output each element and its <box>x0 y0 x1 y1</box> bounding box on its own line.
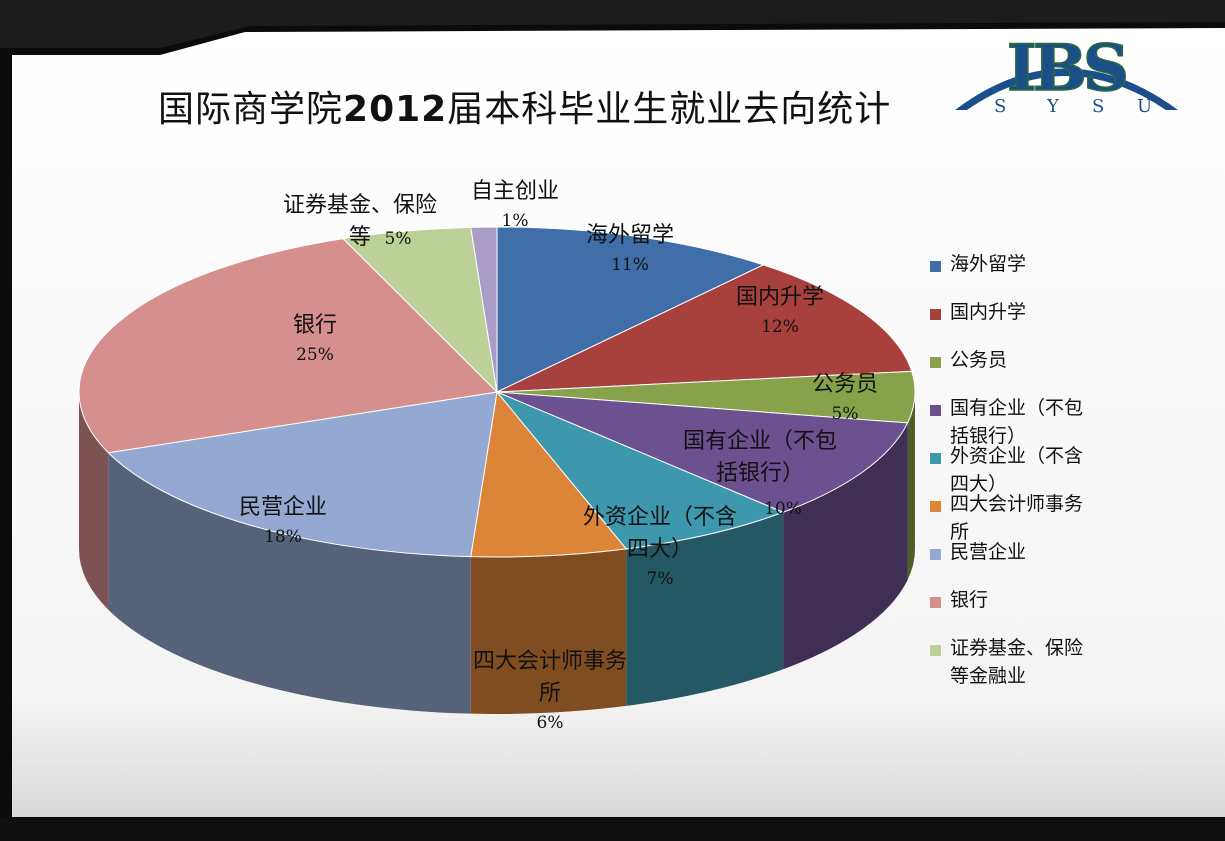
legend-swatch <box>930 405 941 416</box>
ibs-sysu-logo: IBS S Y S U <box>950 22 1182 121</box>
logo-sub-letter: U <box>1137 96 1152 117</box>
pie-slice-5 <box>470 390 628 558</box>
slice-percent: 25% <box>296 345 334 365</box>
slice-percent: 5% <box>831 404 859 424</box>
legend-item: 银行 <box>930 584 1130 632</box>
slice-name: 自主创业 <box>470 179 559 204</box>
slice-label-zizhuchuangye: 自主创业 1% <box>445 176 585 234</box>
legend-item: 民营企业 <box>930 536 1130 584</box>
pie-slice-1 <box>496 264 913 393</box>
slice-percent: 12% <box>761 317 799 337</box>
logo-sub-letter: S <box>1092 96 1104 117</box>
slice-name-line2: 所 <box>538 681 561 706</box>
slice-label-guoyouqiye: 国有企业（不包 括银行） 10% <box>660 426 860 519</box>
pie-side-2 <box>907 392 915 580</box>
slice-name: 国有企业（不包 <box>682 429 837 454</box>
slice-label-yinhang: 银行 25% <box>255 310 375 368</box>
legend-item: 国内升学 <box>930 296 1130 344</box>
slice-label-waiziqiye: 外资企业（不含 四大） 7% <box>560 502 760 592</box>
legend-label: 银行 <box>950 589 989 611</box>
pie-slice-9 <box>470 226 498 393</box>
slice-name: 民营企业 <box>238 495 327 520</box>
legend-swatch <box>930 309 941 320</box>
slice-percent: 6% <box>536 713 564 733</box>
legend-item: 外资企业（不含 四大） <box>930 440 1130 495</box>
slice-label-zhengquan: 证券基金、保险 等 5% <box>255 190 465 254</box>
slice-percent: 18% <box>264 527 302 547</box>
legend-label: 国内升学 <box>950 301 1027 323</box>
slice-label-sidakuaiji: 四大会计师事务 所 6% <box>450 646 650 736</box>
logo-sub-letter: Y <box>1046 96 1060 117</box>
legend-swatch <box>930 453 941 464</box>
slice-percent: 5% <box>384 229 412 249</box>
slice-name: 四大会计师事务 <box>472 649 627 674</box>
pie-slice-4 <box>496 391 785 550</box>
slice-name: 公务员 <box>811 372 878 397</box>
pie-side-walls <box>79 392 915 715</box>
page-title: 国际商学院2012届本科毕业生就业去向统计 <box>158 80 891 132</box>
pie-side-5 <box>470 548 627 715</box>
slice-name: 外资企业（不含 <box>582 505 737 530</box>
legend-label: 海外留学 <box>950 253 1027 275</box>
title-year: 2012 <box>343 89 448 130</box>
slice-name: 银行 <box>292 313 337 338</box>
slice-label-gongwuyuan: 公务员 5% <box>785 369 905 427</box>
legend-swatch <box>930 357 941 368</box>
logo-letters: IBS <box>1007 31 1126 106</box>
pie-side-7 <box>79 392 109 610</box>
pie-side-3 <box>783 422 908 670</box>
pie-top-faces <box>78 226 916 558</box>
legend-swatch <box>930 261 941 272</box>
slice-name-line2: 等 <box>348 225 371 250</box>
pie-side-4 <box>626 512 784 706</box>
pie-slice-6 <box>107 391 498 558</box>
legend-label: 国有企业（不包 括银行） <box>950 397 1084 447</box>
slice-percent: 7% <box>646 569 674 589</box>
slice-label-guoneishengxue: 国内升学 12% <box>710 282 850 340</box>
legend-item: 证券基金、保险 等金融业 <box>930 632 1130 687</box>
slice-percent: 11% <box>611 255 649 275</box>
pie-slice-7 <box>78 238 499 454</box>
legend-swatch <box>930 645 941 656</box>
slice-percent: 1% <box>501 211 529 231</box>
logo-sub-letter: S <box>994 96 1006 117</box>
title-rest: 届本科毕业生就业去向统计 <box>447 89 892 130</box>
ibs-logo-graphic: IBS S Y S U <box>955 30 1178 117</box>
legend-item: 公务员 <box>930 344 1130 392</box>
slice-percent: 10% <box>764 499 802 519</box>
legend-swatch <box>930 597 941 608</box>
slice-name: 证券基金、保险 <box>282 193 437 218</box>
legend-item: 四大会计师事务所 <box>930 488 1130 543</box>
legend-item: 国有企业（不包 括银行） <box>930 392 1130 447</box>
legend-label: 民营企业 <box>950 541 1027 563</box>
slice-label-minyingqiye: 民营企业 18% <box>213 492 353 550</box>
legend-swatch <box>930 549 941 560</box>
slice-name-line2: 括银行） <box>715 461 804 486</box>
slice-name: 海外留学 <box>585 223 674 248</box>
title-main: 国际商学院 <box>158 89 344 130</box>
legend-label: 证券基金、保险 等金融业 <box>950 637 1084 687</box>
legend-label: 外资企业（不含 四大） <box>950 445 1084 495</box>
legend-label: 四大会计师事务所 <box>950 493 1084 543</box>
slice-name: 国内升学 <box>735 285 824 310</box>
slice-name-line2: 四大） <box>626 537 693 562</box>
legend-item: 海外留学 <box>930 248 1130 296</box>
slice-label-haiwailiuxue: 海外留学 11% <box>560 220 700 278</box>
pie-slice-3 <box>496 391 909 513</box>
chart-legend: 海外留学 国内升学 公务员 国有企业（不包 括银行） 外资企业（不含 四大） 四大会… <box>930 248 1130 687</box>
legend-swatch <box>930 501 941 512</box>
pie-side-6 <box>108 452 471 714</box>
pie-slice-0 <box>496 226 765 393</box>
legend-label: 公务员 <box>950 349 1008 371</box>
